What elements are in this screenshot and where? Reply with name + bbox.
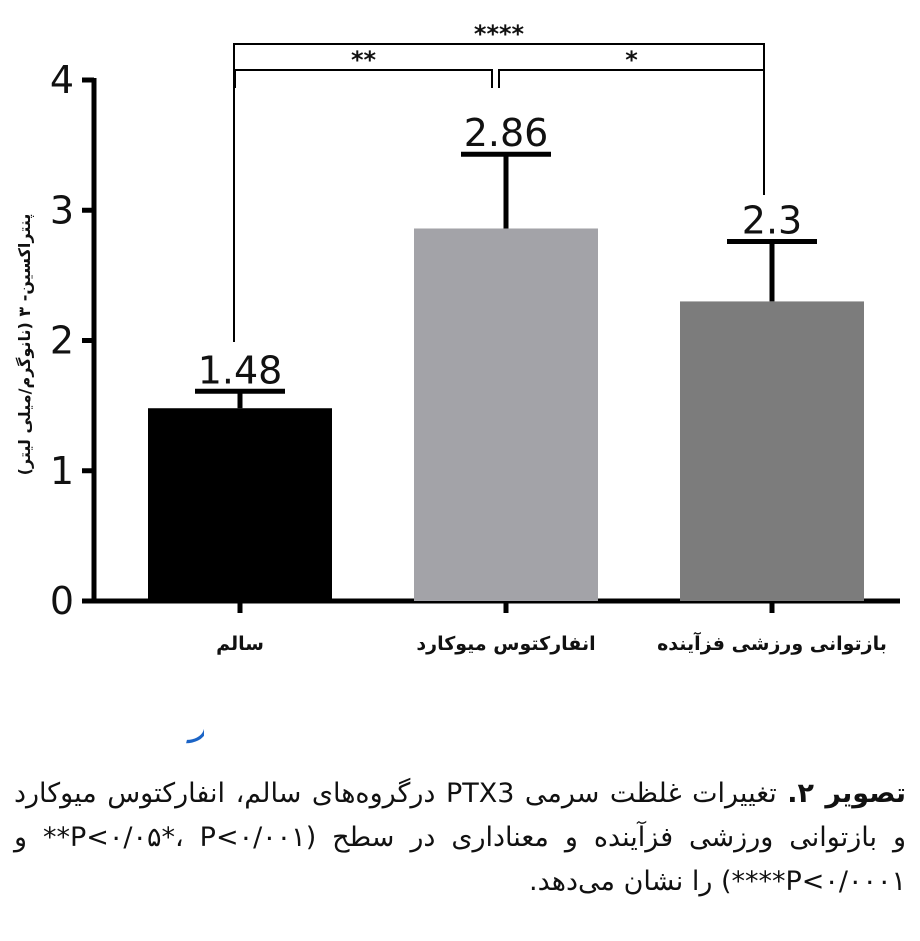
y-tick-label: 2: [50, 319, 74, 363]
significance-label: ****: [474, 20, 525, 48]
significance-label: **: [351, 46, 377, 74]
y-tick-label: 4: [50, 58, 74, 102]
significance-bracket: [233, 43, 765, 342]
bar: [680, 301, 864, 601]
y-axis-title: پنتراکسین- ۳ (نانوگرم/میلی لیتر): [15, 214, 35, 476]
x-tick-label: بازتوانی ورزشی فزآینده: [657, 631, 887, 655]
x-tick-label: سالم: [216, 633, 264, 655]
y-tick-label: 1: [50, 449, 74, 493]
y-tick-label: 3: [50, 188, 74, 232]
figure-caption: تصویر ۲. تغییرات غلظت سرمی PTX3 درگروه‌ه…: [14, 772, 906, 904]
x-tick-label: انفارکتوس میوکارد: [416, 633, 595, 655]
data-label: 2.86: [464, 111, 549, 155]
y-tick-label: 0: [50, 579, 74, 623]
bar-chart: 0 1 2 3 4 پنتراکسین- ۳ (نانوگرم/میلی لیتر) 1.4…: [15, 20, 900, 655]
data-label: 2.3: [742, 199, 802, 243]
journal-watermark-logo: طب داخلی روز: [186, 699, 204, 744]
caption-text: تغییرات غلظت سرمی PTX3 درگروه‌های سالم، …: [14, 778, 906, 897]
significance-bracket: [498, 69, 765, 88]
svg-text:طب داخلی روز: طب داخلی روز: [186, 699, 204, 744]
data-label: 1.48: [198, 348, 283, 392]
caption-lead: تصویر ۲.: [787, 778, 906, 809]
significance-bracket: [234, 69, 493, 88]
significance-label: *: [625, 46, 638, 74]
bar: [414, 228, 598, 602]
bar: [148, 408, 332, 601]
